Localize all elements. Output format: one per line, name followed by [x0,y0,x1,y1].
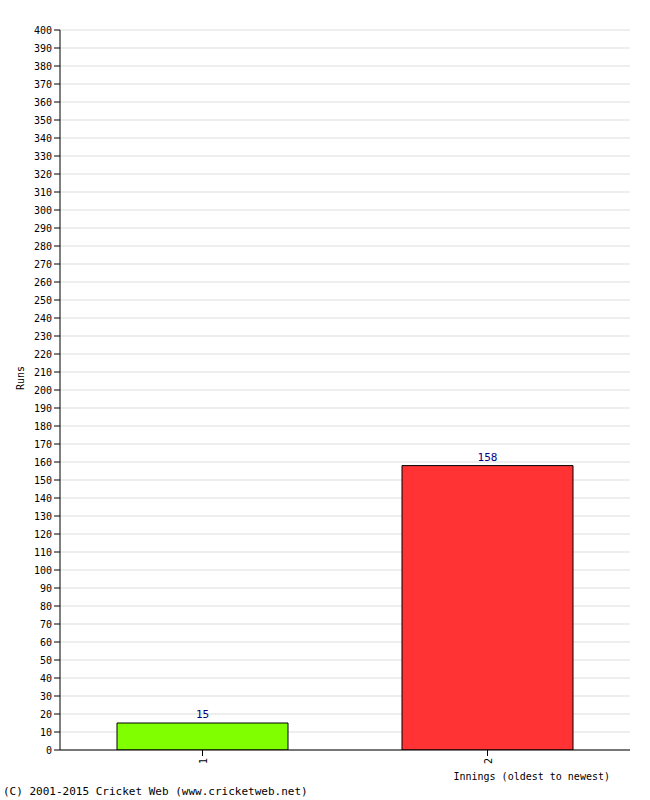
svg-text:390: 390 [34,43,52,54]
svg-text:310: 310 [34,187,52,198]
svg-text:350: 350 [34,115,52,126]
svg-text:20: 20 [40,709,52,720]
svg-text:240: 240 [34,313,52,324]
svg-text:Runs: Runs [15,366,26,390]
svg-text:0: 0 [46,745,52,756]
svg-text:70: 70 [40,619,52,630]
svg-text:10: 10 [40,727,52,738]
svg-text:300: 300 [34,205,52,216]
svg-text:220: 220 [34,349,52,360]
svg-text:210: 210 [34,367,52,378]
svg-text:30: 30 [40,691,52,702]
svg-text:320: 320 [34,169,52,180]
svg-text:290: 290 [34,223,52,234]
svg-text:1: 1 [198,758,209,764]
svg-text:280: 280 [34,241,52,252]
svg-text:330: 330 [34,151,52,162]
svg-text:160: 160 [34,457,52,468]
svg-text:15: 15 [196,708,209,721]
svg-text:230: 230 [34,331,52,342]
svg-text:340: 340 [34,133,52,144]
svg-text:80: 80 [40,601,52,612]
svg-text:60: 60 [40,637,52,648]
svg-text:90: 90 [40,583,52,594]
svg-text:100: 100 [34,565,52,576]
svg-text:360: 360 [34,97,52,108]
svg-text:Innings (oldest to newest): Innings (oldest to newest) [453,771,610,782]
svg-text:270: 270 [34,259,52,270]
svg-text:50: 50 [40,655,52,666]
svg-text:380: 380 [34,61,52,72]
html-text:(C) 2001-2015 Cricket Web (www: (C) 2001-2015 Cricket Web (www.cricketwe… [3,785,308,798]
svg-text:140: 140 [34,493,52,504]
svg-text:260: 260 [34,277,52,288]
svg-text:200: 200 [34,385,52,396]
svg-text:370: 370 [34,79,52,90]
svg-text:110: 110 [34,547,52,558]
svg-text:158: 158 [478,451,498,464]
svg-text:250: 250 [34,295,52,306]
svg-text:400: 400 [34,25,52,36]
svg-text:120: 120 [34,529,52,540]
svg-text:180: 180 [34,421,52,432]
svg-text:190: 190 [34,403,52,414]
svg-text:2: 2 [483,758,494,764]
svg-text:150: 150 [34,475,52,486]
svg-text:170: 170 [34,439,52,450]
svg-text:40: 40 [40,673,52,684]
svg-text:130: 130 [34,511,52,522]
